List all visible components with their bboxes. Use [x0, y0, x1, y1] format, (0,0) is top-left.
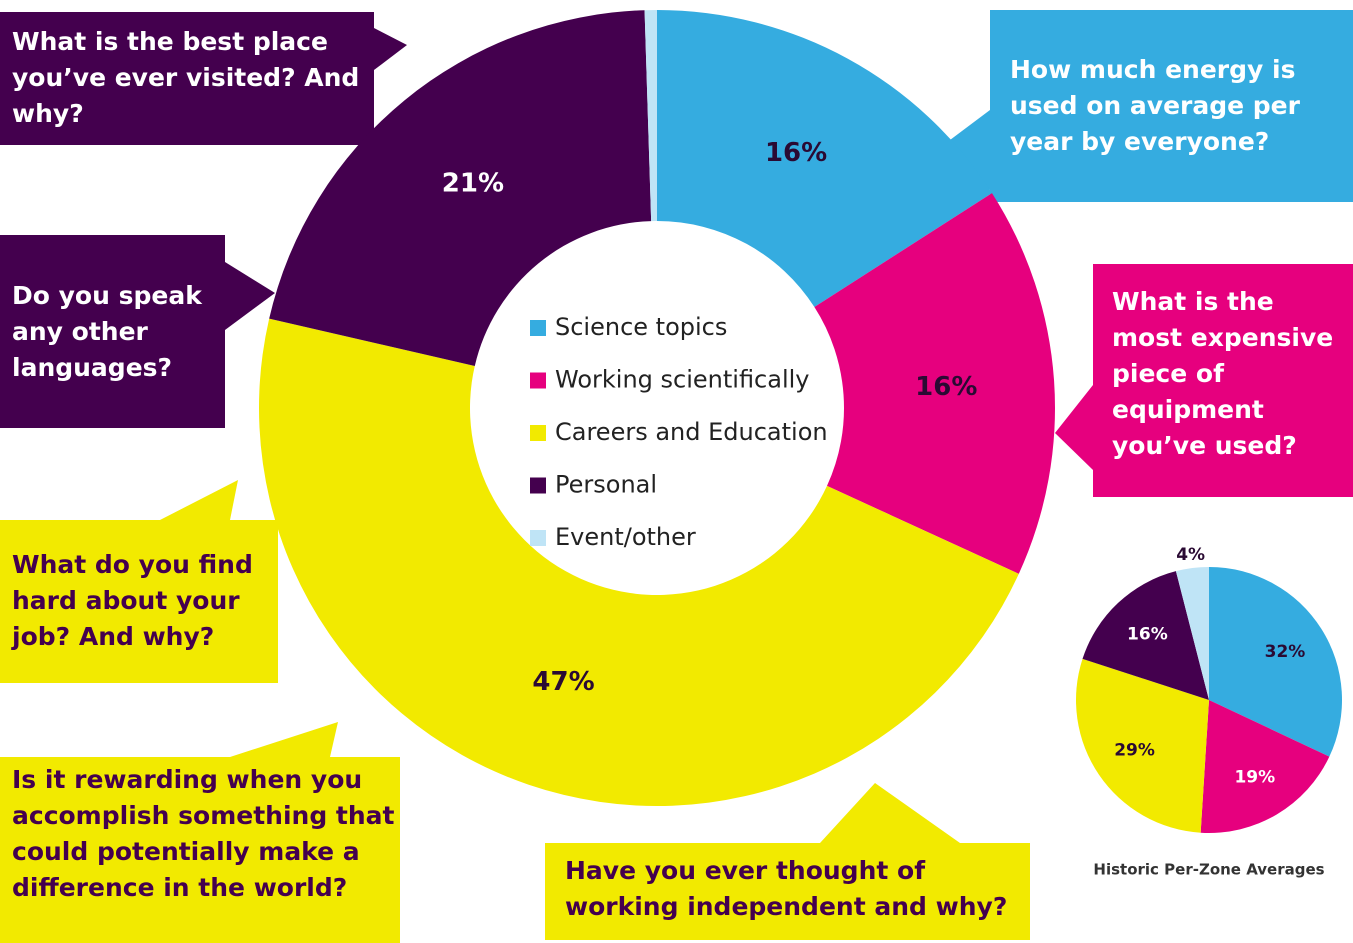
- legend-swatch: [530, 477, 546, 494]
- value-label: 21%: [442, 168, 504, 198]
- callout-box: [0, 235, 225, 428]
- callout-pointer: [160, 480, 238, 520]
- value-label: 16%: [915, 372, 977, 402]
- value-label: 4%: [1176, 545, 1205, 565]
- callout-pointer: [374, 28, 407, 70]
- legend-label: Personal: [555, 471, 657, 499]
- callout-pointer: [225, 262, 275, 330]
- value-label: 29%: [1114, 741, 1155, 761]
- legend-label: Working scientifically: [555, 366, 810, 394]
- callout-pointer: [230, 722, 338, 757]
- value-label: 19%: [1234, 767, 1275, 787]
- slice: [814, 193, 1055, 574]
- slice: [1076, 658, 1209, 833]
- callout-text: How much energy is used on average per y…: [1010, 55, 1300, 156]
- callout-box: [990, 10, 1353, 202]
- chart-title: Historic Per-Zone Averages: [1093, 861, 1324, 879]
- callout-box: [0, 520, 278, 683]
- callout-box: [545, 843, 1030, 940]
- callout-box: [1093, 264, 1353, 497]
- slice: [657, 10, 992, 308]
- legend-swatch: [530, 372, 546, 389]
- slice: [259, 318, 1019, 806]
- slice: [1082, 571, 1209, 700]
- callout-box: [0, 757, 400, 943]
- legend-swatch: [530, 425, 546, 441]
- callout-text: Is it rewarding when you accomplish some…: [12, 765, 395, 902]
- callout-text: What is the best place you’ve ever visit…: [12, 27, 360, 128]
- slice: [644, 10, 657, 222]
- value-label: 16%: [765, 138, 827, 168]
- slice: [1209, 567, 1342, 757]
- callout-text: What do you find hard about your job? An…: [12, 550, 253, 651]
- callout-text: What is the most expensive piece of equi…: [1112, 287, 1334, 460]
- legend-swatch: [530, 320, 546, 336]
- value-label: 32%: [1265, 642, 1306, 662]
- slice: [1175, 567, 1209, 700]
- callout-text: Do you speak any other languages?: [12, 281, 202, 382]
- legend-label: Careers and Education: [555, 418, 828, 446]
- callout-pointer: [820, 783, 960, 843]
- callout-pointer: [1055, 385, 1093, 470]
- callout-shapes: [0, 10, 1353, 943]
- callout-box: [0, 12, 374, 145]
- slice: [269, 10, 652, 366]
- callout-text: Have you ever thought of working indepen…: [565, 856, 1008, 921]
- legend-label: Event/other: [555, 523, 696, 551]
- value-label: 16%: [1127, 624, 1168, 644]
- value-label: 47%: [532, 667, 594, 697]
- legend-swatch: [530, 530, 546, 546]
- legend-label: Science topics: [555, 313, 727, 341]
- slice: [1200, 700, 1330, 833]
